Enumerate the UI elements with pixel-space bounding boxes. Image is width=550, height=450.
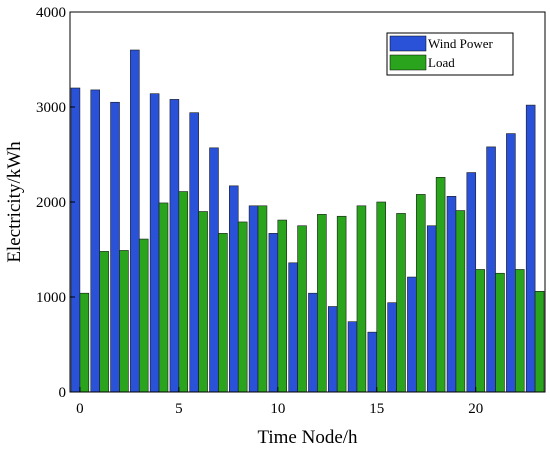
bar-load-1 [99,251,109,393]
bar-wind-power-5 [169,99,180,393]
legend: Wind Power Load [386,32,514,76]
y-tick-label-3000: 3000 [36,100,66,116]
bar-wind-power-21 [486,146,496,393]
bar-load-20 [475,269,485,393]
bar-wind-power-17 [407,276,417,393]
bar-load-11 [297,225,307,393]
bar-wind-power-10 [268,233,279,393]
bar-load-14 [356,205,367,393]
legend-swatch-load [389,54,427,71]
bar-wind-power-19 [446,196,457,393]
bar-load-3 [138,238,149,393]
bar-wind-power-6 [189,112,199,393]
x-tick-label-5: 5 [175,401,183,417]
bar-load-8 [237,221,248,393]
bar-wind-power-7 [209,147,219,393]
y-tick-label-4000: 4000 [36,5,66,21]
bar-load-0 [79,292,90,393]
bar-wind-power-23 [525,104,536,393]
bar-wind-power-22 [506,133,516,393]
bar-wind-power-12 [308,292,318,393]
bar-wind-power-4 [149,93,160,393]
bar-load-21 [495,272,505,393]
bar-load-23 [534,290,545,393]
bar-wind-power-14 [347,321,358,393]
bar-load-16 [396,213,406,393]
axes-layer: 0 1000 2000 3000 4000 0 5 10 15 20 [36,5,483,417]
y-tick-label-1000: 1000 [36,290,66,306]
x-tick-label-20: 20 [468,401,483,417]
x-tick-label-10: 10 [270,401,285,417]
bar-wind-power-2 [110,101,120,393]
bar-load-12 [317,214,327,393]
bar-load-13 [336,215,347,393]
x-tick-label-15: 15 [369,401,384,417]
bar-load-22 [515,269,525,393]
bar-wind-power-1 [90,89,100,393]
bar-load-9 [257,205,268,393]
legend-label-wind-power: Wind Power [428,36,493,51]
bar-wind-power-8 [229,185,239,393]
bar-load-18 [435,177,446,393]
bar-load-7 [218,233,228,393]
bar-wind-power-0 [70,87,81,393]
bar-load-6 [198,211,208,393]
bars-layer [70,49,545,393]
bar-wind-power-3 [130,49,140,393]
legend-label-load: Load [428,55,455,70]
bar-load-5 [178,191,189,393]
bar-load-10 [277,219,288,393]
y-tick-label-0: 0 [59,385,67,401]
bar-wind-power-20 [466,172,477,393]
bar-load-19 [455,210,466,393]
bar-load-15 [376,201,386,393]
x-axis-title: Time Node/h [257,427,358,448]
y-tick-label-2000: 2000 [36,195,66,211]
bar-load-2 [119,250,129,393]
x-tick-label-0: 0 [76,401,84,417]
bar-wind-power-13 [327,306,338,393]
bar-load-4 [158,202,169,393]
bar-wind-power-9 [248,205,259,393]
bar-wind-power-16 [387,302,397,393]
bar-load-17 [416,194,426,393]
y-axis-title: Electricity/kWh [4,141,25,263]
legend-swatch-wind-power [389,35,427,52]
bar-wind-power-15 [367,331,378,393]
bar-wind-power-18 [426,225,437,393]
bar-wind-power-11 [288,262,298,393]
